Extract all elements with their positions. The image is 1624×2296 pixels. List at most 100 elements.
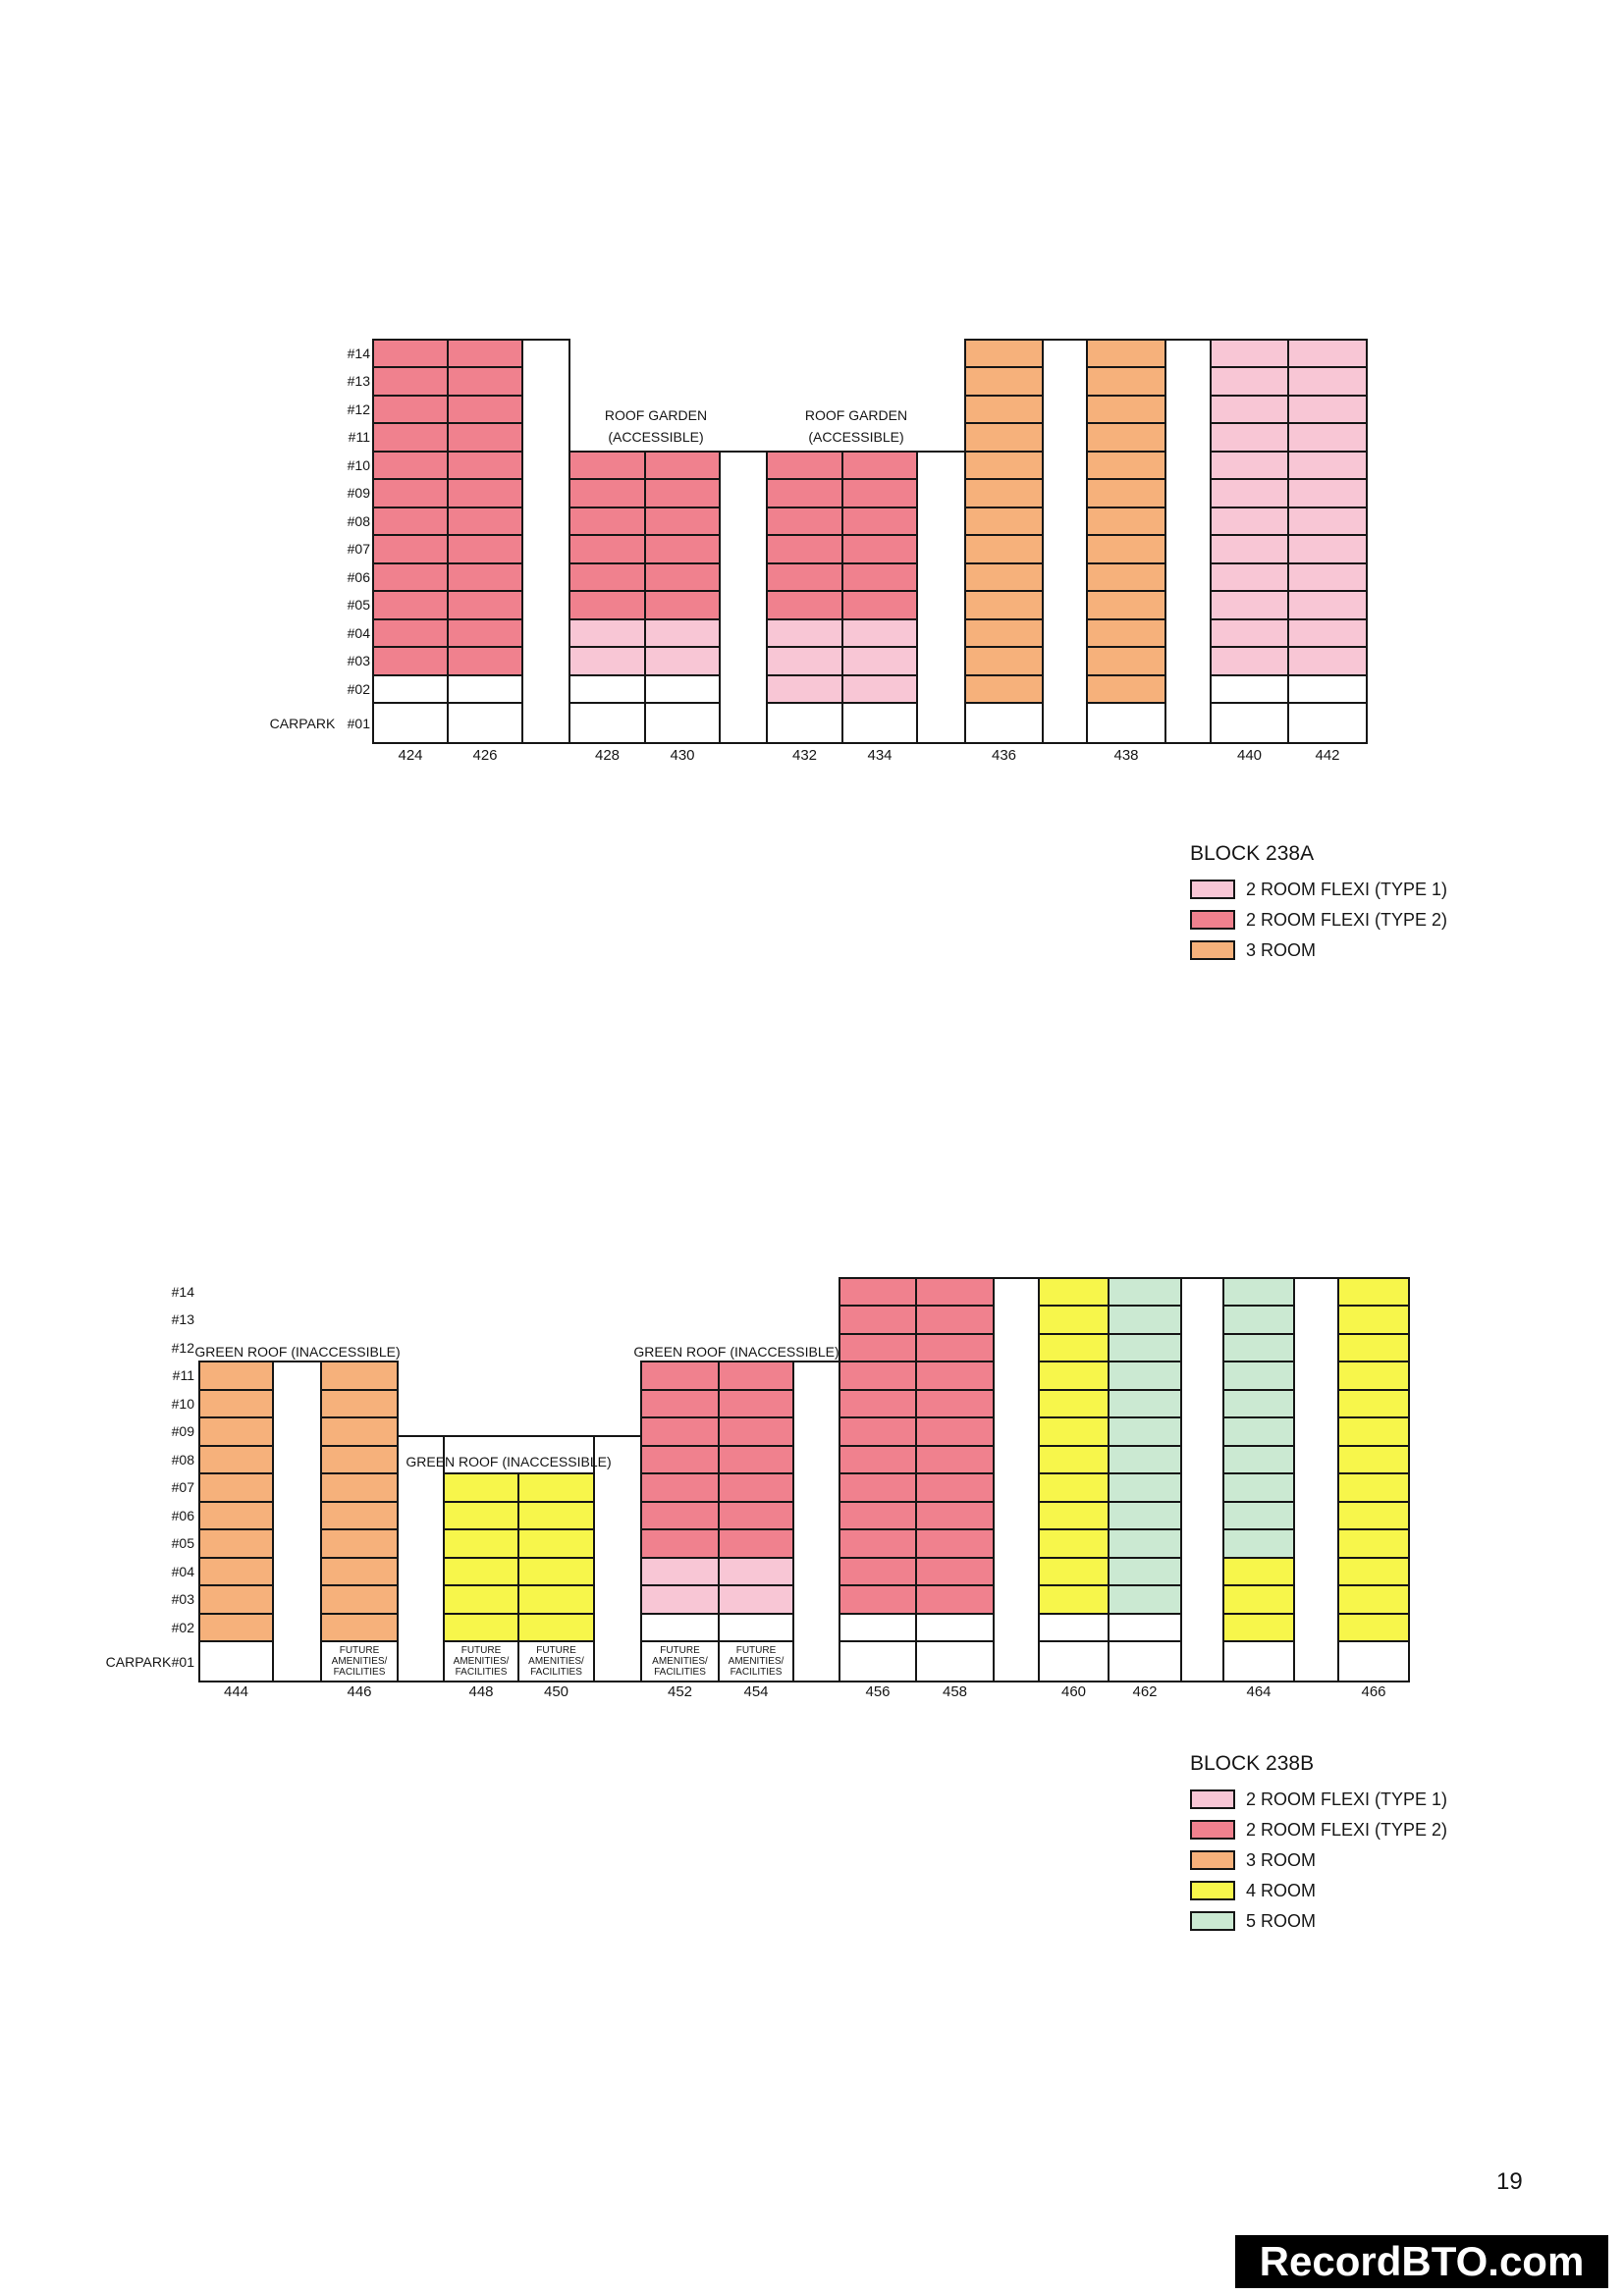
grid-line [839,1584,917,1586]
grid-line [198,1584,274,1586]
grid-line [447,590,523,592]
grid-line [841,534,918,536]
grid-line [372,450,449,453]
grid-line [1337,1388,1410,1391]
grid-line [372,590,449,592]
grid-line [1108,1528,1182,1530]
grid-line [640,1640,720,1642]
grid-line [1108,1444,1182,1447]
floor-label: #01 [171,1653,194,1670]
grid-line [1287,534,1368,536]
grid-line [1086,506,1166,508]
grid-line [841,590,918,592]
grid-line [964,590,1044,592]
grid-line [320,1640,399,1642]
grid-line [766,534,843,536]
grid-line [792,1361,840,1362]
grid-line [1210,646,1289,648]
grid-line [198,1361,200,1682]
grid-line [372,338,374,744]
stack-label: 462 [1132,1683,1158,1700]
grid-line [1086,590,1166,592]
grid-line [1108,1276,1110,1682]
grid-line [1086,450,1166,453]
floor-label: #02 [171,1619,194,1635]
grid-line [915,1416,995,1418]
grid-line [1038,1640,1110,1642]
grid-line [447,338,523,341]
grid-line [568,673,646,676]
future-amenities-line: FACILITIES [333,1667,386,1678]
floor-label: #14 [171,1283,194,1300]
legend-entry: 2 ROOM FLEXI (TYPE 1) [1190,1789,1447,1809]
grid-line [198,1416,274,1418]
unit-cell [965,339,1043,703]
grid-line [718,1388,794,1391]
grid-line [1038,1612,1110,1615]
grid-line [916,450,918,744]
grid-line [964,646,1044,648]
grid-line [1210,338,1212,744]
legend-label: 3 ROOM [1246,940,1317,960]
grid-line [1337,1472,1410,1474]
grid-line [640,1472,720,1474]
grid-line [1337,1584,1410,1586]
grid-line [1222,1612,1295,1615]
stack-label: 444 [223,1683,249,1700]
stack-label: 448 [468,1683,494,1700]
grid-line [841,673,918,676]
future-amenities-cell: FUTURE AMENITIES/FACILITIES [641,1641,719,1682]
grid-line [766,450,843,453]
grid-line [839,1305,917,1307]
future-amenities-line: AMENITIES/ [453,1656,510,1667]
grid-line [1337,1640,1410,1642]
grid-line [640,1612,720,1615]
grid-line [839,1444,917,1447]
floor-label: #08 [171,1451,194,1468]
grid-line [839,1332,917,1335]
future-amenities-cell: FUTURE AMENITIES/FACILITIES [719,1641,793,1682]
future-amenities-line: FUTURE [536,1645,576,1656]
grid-line [320,1388,399,1391]
legend-swatch [1190,1789,1235,1809]
grid-line [443,1556,519,1559]
stack-label: 456 [865,1683,891,1700]
grid-line [1086,673,1166,676]
grid-line [839,1416,917,1418]
grid-line [719,450,768,453]
grid-line [766,561,843,564]
grid-line [1293,1276,1295,1682]
grid-line [839,1640,917,1642]
grid-line [640,1388,720,1391]
stack-label: 440 [1236,747,1263,764]
grid-line [447,422,523,424]
grid-line [915,1332,995,1335]
grid-line [517,1500,595,1503]
grid-line [718,1556,794,1559]
unit-cell [641,1362,719,1558]
grid-line [372,338,449,341]
grid-line [1222,1640,1295,1642]
grid-line [915,1361,995,1362]
grid-line [766,590,843,592]
grid-line [915,1500,995,1503]
grid-line [447,617,523,620]
grid-line [1210,561,1289,564]
grid-line [1038,1332,1110,1335]
future-amenities-line: FACILITIES [530,1667,582,1678]
grid-line [841,646,918,648]
grid-line [198,1444,274,1447]
grid-line [447,450,523,453]
floor-label: #05 [347,597,370,614]
grid-line [1337,1500,1410,1503]
grid-line [447,366,523,368]
roof-label-line: GREEN ROOF (INACCESSIBLE) [194,1344,401,1360]
grid-line [916,450,966,453]
grid-line [964,450,1044,453]
grid-line [718,1444,794,1447]
grid-line [1222,1472,1295,1474]
grid-line [447,646,523,648]
roof-label-line: GREEN ROOF (INACCESSIBLE) [406,1454,612,1469]
grid-line [792,1361,794,1682]
future-amenities-line: FUTURE [660,1645,700,1656]
